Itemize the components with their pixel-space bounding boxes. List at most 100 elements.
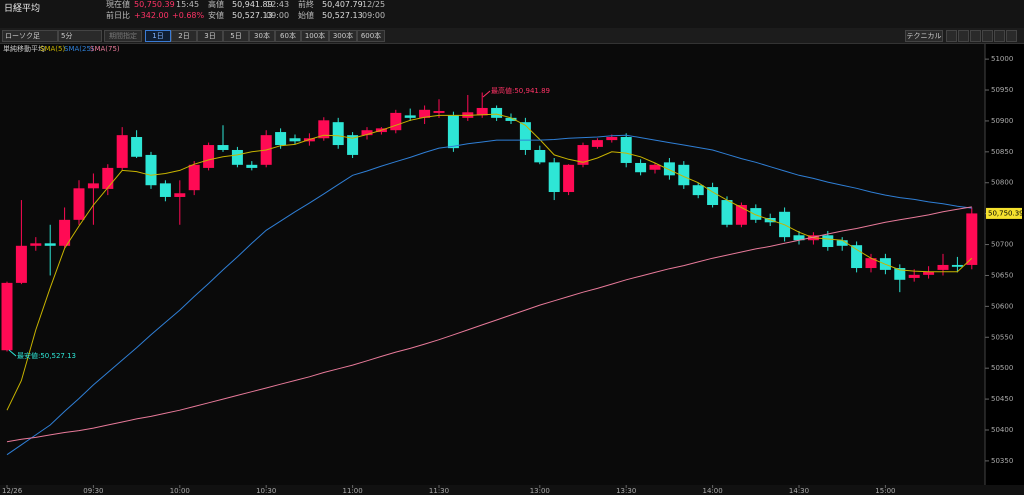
candle-body bbox=[548, 162, 560, 193]
candle-body bbox=[15, 245, 27, 283]
chart-type-select[interactable]: ローソク足 bbox=[2, 30, 58, 42]
candle-body bbox=[390, 112, 402, 131]
candle-body bbox=[87, 183, 99, 189]
x-tick-label: 12/26 bbox=[2, 487, 23, 495]
candle-body bbox=[419, 109, 431, 118]
candle-body bbox=[1, 282, 13, 351]
legend-entry: SMA(75) bbox=[90, 45, 120, 53]
candle-body bbox=[289, 138, 301, 142]
candle-body bbox=[937, 264, 949, 270]
toolbar: ローソク足 5分 期間指定 1日 2日 3日 5日 30本 60本 100本 300本 600本… bbox=[0, 28, 1024, 44]
sma-line bbox=[6, 206, 972, 443]
x-tick-label: 10:00 bbox=[170, 487, 190, 495]
quote-value: 50,407.79 bbox=[322, 0, 363, 9]
candle-body bbox=[721, 200, 733, 225]
last-price-label: 50,750.39 bbox=[988, 209, 1024, 217]
high-marker bbox=[482, 90, 491, 98]
quote-label: 現在値 bbox=[106, 0, 130, 9]
candle-body bbox=[361, 130, 373, 136]
quote-time: 15:45 bbox=[176, 0, 200, 9]
candle-body bbox=[491, 107, 503, 118]
candle-body bbox=[534, 149, 546, 163]
period-button[interactable]: 600本 bbox=[357, 30, 385, 42]
candle-body bbox=[822, 235, 834, 248]
x-tick-label: 14:00 bbox=[703, 487, 723, 495]
candle-body bbox=[692, 185, 704, 196]
interval-select[interactable]: 5分 bbox=[58, 30, 102, 42]
legend-entry: SMA(25) bbox=[64, 45, 94, 53]
y-tick-label: 50850 bbox=[991, 148, 1013, 156]
period-button[interactable]: 1日 bbox=[145, 30, 171, 42]
y-tick-label: 50350 bbox=[991, 457, 1013, 465]
candle-body bbox=[203, 145, 215, 168]
candle-body bbox=[851, 245, 863, 269]
candle-body bbox=[635, 162, 647, 173]
quote-time: 12/25 bbox=[362, 0, 386, 9]
candle-body bbox=[174, 193, 186, 197]
candle-body bbox=[793, 235, 805, 241]
candle-body bbox=[73, 188, 85, 220]
candle-body bbox=[404, 115, 416, 118]
x-tick-label: 11:30 bbox=[429, 487, 449, 495]
candle-body bbox=[908, 274, 920, 278]
technical-button[interactable]: テクニカル bbox=[905, 30, 943, 42]
candle-body bbox=[433, 111, 445, 113]
sma-line bbox=[6, 113, 973, 411]
zoom-icon[interactable] bbox=[970, 30, 981, 42]
period-button[interactable]: 60本 bbox=[275, 30, 301, 42]
chart-icon[interactable] bbox=[994, 30, 1005, 42]
candle-body bbox=[649, 164, 661, 170]
y-tick-label: 50900 bbox=[991, 117, 1013, 125]
low-label: 最安値:50,527.13 bbox=[17, 351, 76, 360]
reset-icon[interactable] bbox=[982, 30, 993, 42]
y-tick-label: 50600 bbox=[991, 302, 1013, 310]
candle-body bbox=[116, 135, 128, 168]
candle-body bbox=[275, 132, 287, 146]
zoom-icon[interactable] bbox=[958, 30, 969, 42]
candle-body bbox=[519, 122, 531, 150]
y-tick-label: 50500 bbox=[991, 364, 1013, 372]
candle-body bbox=[563, 164, 575, 193]
y-tick-label: 50650 bbox=[991, 271, 1013, 279]
candle-body bbox=[505, 117, 517, 121]
candle-body bbox=[707, 187, 719, 205]
candle-body bbox=[447, 115, 459, 149]
quote-time: 09:00 bbox=[266, 11, 290, 20]
period-button[interactable]: 3日 bbox=[197, 30, 223, 42]
period-button[interactable]: 2日 bbox=[171, 30, 197, 42]
period-button[interactable]: 100本 bbox=[301, 30, 329, 42]
period-button[interactable]: 30本 bbox=[249, 30, 275, 42]
quote-value: 50,750.39 bbox=[134, 0, 175, 9]
candle-body bbox=[951, 264, 963, 267]
candle-body bbox=[923, 271, 935, 275]
candle-body bbox=[59, 219, 71, 246]
x-tick-label: 15:00 bbox=[875, 487, 895, 495]
range-select[interactable]: 期間指定 bbox=[104, 30, 142, 42]
quote-label: 安値 bbox=[208, 11, 224, 20]
candle-body bbox=[735, 204, 747, 225]
candle-body bbox=[865, 258, 877, 269]
settings-icon[interactable] bbox=[1006, 30, 1017, 42]
legend-title: 単純移動平均 bbox=[3, 44, 45, 53]
candle-body bbox=[347, 135, 359, 155]
y-tick-label: 50450 bbox=[991, 395, 1013, 403]
candle-body bbox=[836, 240, 848, 246]
candle-body bbox=[246, 164, 258, 168]
draw-icon[interactable] bbox=[946, 30, 957, 42]
x-tick-label: 13:00 bbox=[530, 487, 550, 495]
high-label: 最高値:50,941.89 bbox=[491, 86, 550, 95]
candle-body bbox=[678, 164, 690, 186]
last-price-box bbox=[986, 207, 1022, 219]
y-tick-label: 50700 bbox=[991, 241, 1013, 249]
candle-body bbox=[332, 122, 344, 146]
period-button[interactable]: 300本 bbox=[329, 30, 357, 42]
quote-label: 前日比 bbox=[106, 11, 130, 20]
y-tick-label: 50550 bbox=[991, 333, 1013, 341]
period-button[interactable]: 5日 bbox=[223, 30, 249, 42]
quote-value: +342.00 bbox=[134, 11, 169, 20]
candle-body bbox=[663, 162, 675, 176]
quote-time: 12:43 bbox=[266, 0, 290, 9]
quote-time: 09:00 bbox=[362, 11, 386, 20]
x-tick-label: 14:30 bbox=[789, 487, 809, 495]
